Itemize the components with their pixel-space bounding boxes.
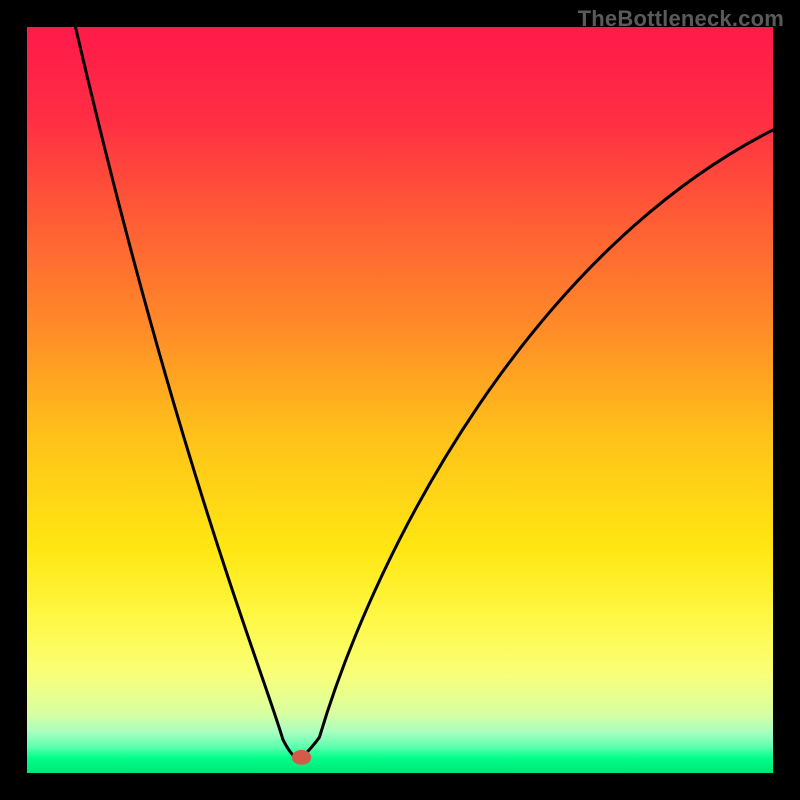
plot-background <box>27 27 773 773</box>
chart-svg <box>27 27 773 773</box>
chart-container: TheBottleneck.com <box>0 0 800 800</box>
plot-area <box>27 27 773 773</box>
optimum-marker <box>292 750 311 765</box>
